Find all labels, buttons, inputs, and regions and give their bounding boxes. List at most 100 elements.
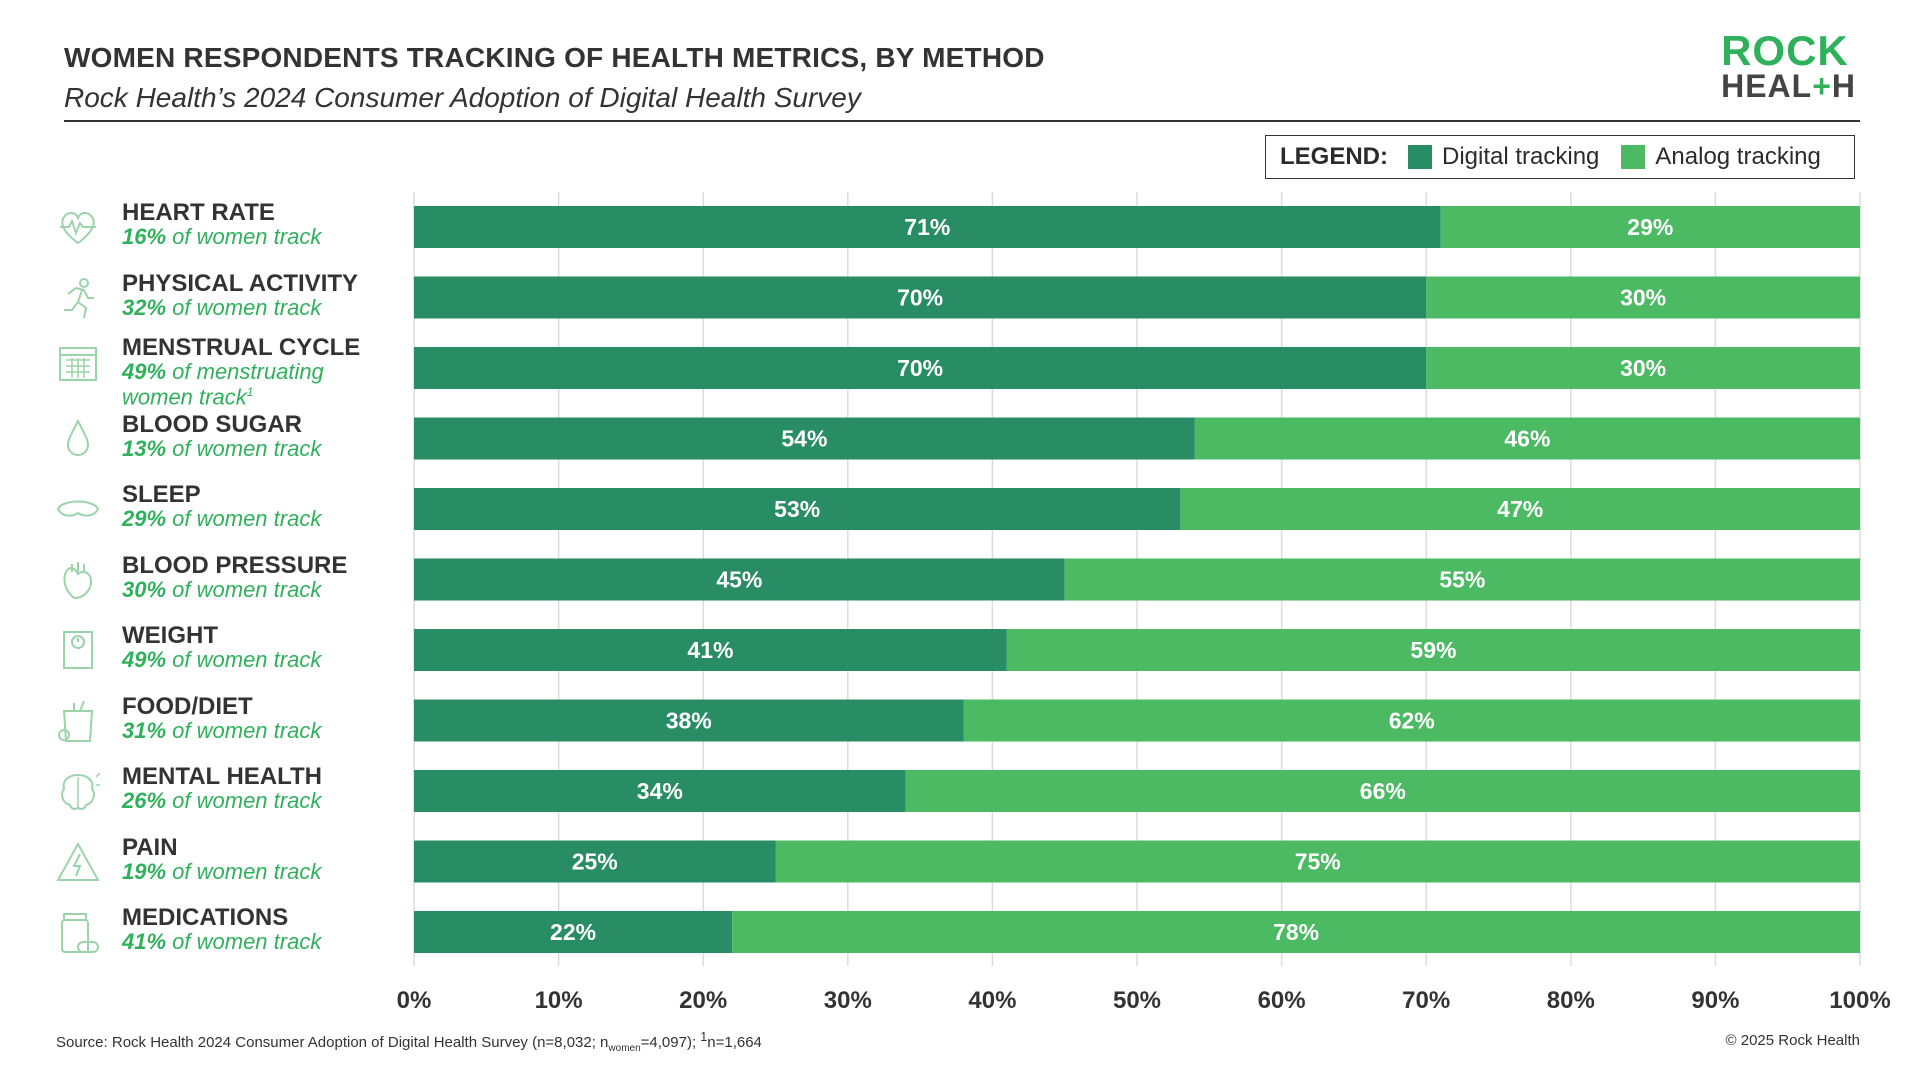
legend-swatch-digital — [1408, 145, 1432, 169]
category-label: WEIGHT 49% of women track — [56, 622, 396, 682]
bar-analog — [1426, 347, 1860, 389]
category-label: PAIN 19% of women track — [56, 834, 396, 894]
category-name: PAIN — [122, 833, 178, 861]
bar-digital — [414, 347, 1427, 389]
legend-item-digital: Digital tracking — [1408, 143, 1599, 171]
category-share: 30% of women track — [122, 576, 322, 602]
bar-analog — [775, 840, 1860, 883]
data-label-analog: 46% — [1504, 426, 1550, 452]
category-label: BLOOD PRESSURE 30% of women track — [56, 552, 396, 612]
pill-bottle-icon — [56, 910, 100, 954]
heart-organ-icon — [56, 558, 100, 602]
copyright: © 2025 Rock Health — [1725, 1032, 1860, 1049]
category-share: 32% of women track — [122, 294, 322, 320]
category-share: 41% of women track — [122, 929, 322, 954]
chart-title: WOMEN RESPONDENTS TRACKING OF HEALTH MET… — [64, 42, 1045, 73]
category-name: WEIGHT — [122, 622, 218, 649]
data-label-analog: 29% — [1627, 214, 1673, 240]
bar-digital — [414, 699, 964, 742]
category-label: MEDICATIONS 41% of women track — [56, 904, 396, 964]
x-tick-label: 10% — [535, 987, 583, 1014]
category-share: 16% of women track — [122, 224, 322, 249]
x-tick-label: 80% — [1547, 987, 1595, 1014]
legend-swatch-analog — [1621, 145, 1646, 169]
category-share: 49% of women track — [122, 647, 322, 672]
category-name: MEDICATIONS — [122, 904, 289, 931]
data-label-digital: 25% — [572, 849, 618, 875]
logo-line-1: ROCK — [1721, 27, 1849, 74]
data-label-analog: 30% — [1620, 285, 1666, 311]
data-label-analog: 47% — [1497, 496, 1543, 522]
legend-label-analog: Analog tracking — [1655, 143, 1821, 170]
data-label-analog: 55% — [1439, 567, 1485, 593]
data-label-analog: 59% — [1410, 637, 1456, 663]
category-label: MENSTRUAL CYCLE 49% of menstruating women… — [56, 334, 396, 408]
category-share: 13% of women track — [122, 435, 322, 461]
data-label-digital: 70% — [897, 355, 943, 381]
category-label: MENTAL HEALTH 26% of women track — [56, 763, 396, 823]
scale-icon — [56, 628, 100, 672]
x-tick-label: 70% — [1402, 987, 1450, 1014]
category-label: PHYSICAL ACTIVITY 32% of women track — [56, 270, 396, 330]
data-label-digital: 54% — [781, 426, 827, 452]
data-label-digital: 45% — [716, 567, 762, 593]
grocery-bag-icon — [56, 699, 100, 743]
legend-label-digital: Digital tracking — [1442, 143, 1600, 170]
pain-triangle-icon — [56, 840, 100, 884]
category-name: FOOD/DIET — [122, 692, 253, 720]
category-label: HEART RATE 16% of women track — [56, 199, 396, 259]
category-share: 29% of women track — [122, 506, 322, 531]
sleep-mask-icon — [56, 487, 100, 531]
category-name: PHYSICAL ACTIVITY — [122, 269, 359, 297]
running-person-icon — [56, 276, 100, 320]
x-tick-label: 100% — [1829, 987, 1890, 1014]
bar-analog — [1180, 488, 1860, 530]
bar-digital — [414, 770, 906, 812]
x-tick-label: 40% — [968, 987, 1016, 1014]
x-tick-label: 60% — [1258, 987, 1306, 1014]
data-label-digital: 34% — [637, 778, 683, 804]
heart-rate-icon — [56, 205, 100, 249]
x-tick-label: 30% — [824, 987, 872, 1014]
x-tick-label: 0% — [397, 987, 432, 1014]
bar-digital — [414, 629, 1007, 671]
bar-analog — [905, 770, 1860, 812]
category-name: SLEEP — [122, 481, 201, 508]
category-share: 31% of women track — [122, 717, 322, 743]
data-label-digital: 70% — [897, 285, 943, 311]
bar-analog — [1194, 417, 1860, 460]
category-name: BLOOD PRESSURE — [122, 551, 348, 579]
category-name: HEART RATE — [122, 199, 275, 226]
data-label-analog: 75% — [1295, 849, 1341, 875]
data-label-analog: 78% — [1273, 919, 1319, 945]
data-label-digital: 22% — [550, 919, 596, 945]
data-label-analog: 62% — [1389, 708, 1435, 734]
bar-digital — [414, 276, 1427, 319]
bar-digital — [414, 558, 1065, 601]
bar-analog — [1064, 558, 1860, 601]
category-share: 19% of women track — [122, 858, 322, 884]
x-tick-label: 50% — [1113, 987, 1161, 1014]
category-name: MENSTRUAL CYCLE — [122, 334, 361, 361]
bar-analog — [732, 911, 1860, 953]
category-share: 49% of menstruating women track1 — [122, 359, 324, 410]
bar-digital — [414, 206, 1441, 248]
x-tick-label: 90% — [1691, 987, 1739, 1014]
bar-analog — [963, 699, 1860, 742]
data-label-digital: 38% — [666, 708, 712, 734]
data-label-digital: 41% — [687, 637, 733, 663]
category-name: BLOOD SUGAR — [122, 410, 302, 438]
blood-drop-icon — [56, 417, 100, 461]
category-label: BLOOD SUGAR 13% of women track — [56, 411, 396, 471]
logo-line-2: HEAL+H — [1721, 67, 1856, 104]
bar-analog — [1006, 629, 1860, 671]
calendar-icon — [56, 340, 100, 384]
bar-analog — [1440, 206, 1860, 248]
data-label-analog: 30% — [1620, 355, 1666, 381]
chart-subtitle: Rock Health’s 2024 Consumer Adoption of … — [64, 82, 861, 113]
legend: LEGEND: Digital tracking Analog tracking — [1265, 135, 1855, 179]
header-divider — [64, 120, 1860, 122]
bar-digital — [414, 488, 1181, 530]
rock-health-logo: ROCK HEAL+H — [1721, 27, 1856, 104]
